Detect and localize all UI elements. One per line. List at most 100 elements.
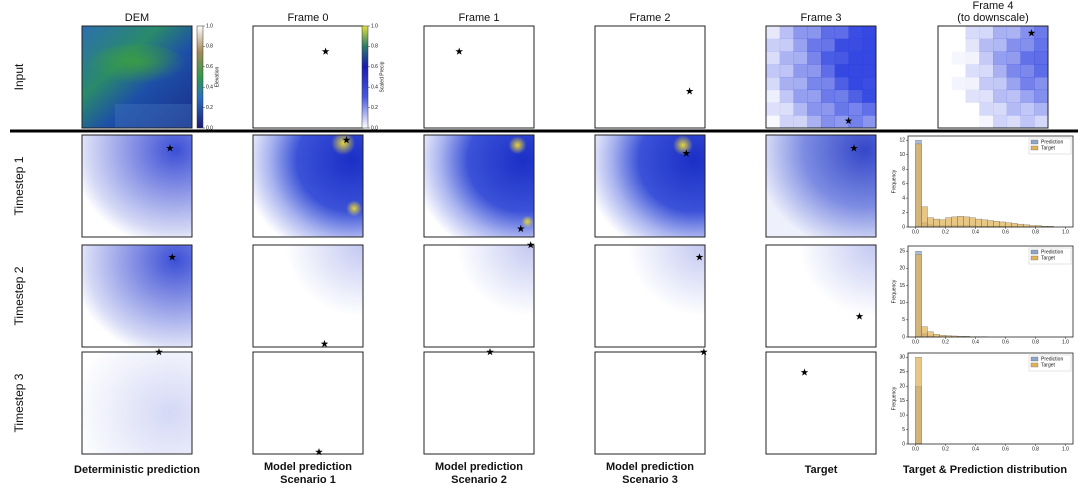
- pixel-block: [1006, 38, 1021, 52]
- footer-label: Model prediction: [435, 461, 523, 473]
- pixel-block: [979, 51, 994, 65]
- pixel-block: [779, 26, 794, 40]
- pixel-block: [821, 64, 836, 78]
- pixel-block: [965, 89, 980, 103]
- colorbar-tick-label: 1.0: [371, 23, 378, 29]
- column-title: Frame 4: [973, 0, 1014, 12]
- pixel-block: [1020, 64, 1035, 78]
- pixel-block: [766, 26, 781, 40]
- legend-label: Target: [1041, 362, 1056, 368]
- panel-frame: [81, 134, 193, 238]
- pixel-block: [1006, 51, 1021, 65]
- y-tick-label: 12: [899, 138, 905, 144]
- y-tick-label: 6: [902, 181, 905, 187]
- colorbar-tick-label: 0.8: [371, 44, 378, 50]
- pixel-block: [1034, 64, 1049, 78]
- panel-frame: [765, 25, 877, 129]
- colorbar-tick-label: 0.0: [206, 125, 213, 131]
- colorbar: [361, 25, 369, 129]
- y-axis-label: Frequency: [891, 279, 897, 303]
- star-marker: [315, 448, 323, 456]
- y-tick-label: 10: [899, 412, 905, 418]
- pixel-block: [1020, 38, 1035, 52]
- colorbar-tick-label: 0.6: [371, 64, 378, 70]
- image-panel: [765, 244, 877, 348]
- image-panel: [252, 351, 364, 455]
- pixel-block: [951, 77, 966, 91]
- panel-image: [424, 352, 534, 454]
- image-panel: [81, 25, 193, 129]
- pixel-block: [965, 64, 980, 78]
- pixel-block: [807, 102, 822, 116]
- colorbar: [196, 25, 204, 129]
- pixel-block: [993, 89, 1008, 103]
- column-title: (to downscale): [957, 12, 1029, 24]
- panel-frame: [423, 351, 535, 455]
- histogram-bar: [915, 254, 922, 338]
- pixel-block: [766, 115, 780, 128]
- legend-swatch: [1030, 145, 1039, 151]
- pixel-block: [848, 102, 863, 116]
- footer-label: Model prediction: [264, 461, 352, 473]
- x-tick-label: 0.2: [942, 446, 949, 452]
- y-tick-label: 2: [902, 210, 905, 216]
- pixel-block: [793, 64, 808, 78]
- pixel-block: [1034, 102, 1049, 116]
- pixel-block: [862, 115, 877, 129]
- plot-frame: [907, 135, 1074, 228]
- x-tick-label: 1.0: [1062, 229, 1069, 235]
- x-tick-label: 0.0: [912, 339, 919, 345]
- histogram-bar: [927, 331, 934, 338]
- pixel-block: [848, 26, 863, 40]
- pixel-block: [793, 26, 808, 40]
- pixel-block: [993, 26, 1008, 40]
- pixel-block: [779, 89, 794, 103]
- histogram-bar: [945, 217, 952, 228]
- pixel-block: [793, 38, 808, 52]
- pixel-block: [1020, 77, 1035, 91]
- colorbar-tick-label: 0.4: [371, 85, 378, 91]
- pixel-block: [862, 26, 877, 40]
- pixel-block: [821, 26, 836, 40]
- x-tick-label: 0.6: [1002, 229, 1009, 235]
- panel-image: [766, 135, 876, 237]
- pixel-block: [848, 77, 863, 91]
- panel-image: [766, 352, 876, 454]
- legend-box: [1028, 354, 1072, 372]
- colorbar-tick-label: 1.0: [206, 23, 213, 29]
- footer-label: Target: [805, 464, 838, 476]
- highlight: [521, 215, 534, 228]
- image-panel: [252, 244, 364, 348]
- pixel-block: [1006, 102, 1021, 116]
- dem-shade: [115, 104, 192, 128]
- y-tick-label: 15: [899, 398, 905, 404]
- legend-swatch: [1030, 249, 1039, 255]
- pixel-block: [834, 115, 849, 129]
- star-marker: [166, 144, 174, 152]
- pixel-block: [848, 115, 863, 129]
- y-tick-label: 0: [902, 334, 905, 340]
- pixel-block: [1020, 102, 1035, 116]
- highlight: [673, 135, 693, 156]
- colorbar-tick-label: 0.6: [206, 64, 213, 70]
- pixel-block: [807, 51, 822, 65]
- star-marker: [486, 348, 494, 356]
- column-title: Frame 1: [459, 12, 500, 24]
- pixel-block: [821, 102, 836, 116]
- histogram-bar: [1017, 223, 1024, 228]
- row-label: Input: [12, 63, 26, 90]
- histogram-bar: [915, 357, 922, 445]
- pixel-block: [1020, 51, 1035, 65]
- panel-image: [253, 26, 363, 128]
- pixel-block: [793, 89, 808, 103]
- y-axis-label: Frequency: [891, 386, 897, 410]
- histogram-bar: [993, 221, 1000, 228]
- pixel-block: [848, 89, 863, 103]
- pixel-block: [766, 38, 781, 52]
- pixel-block: [993, 77, 1008, 91]
- pixel-block: [848, 64, 863, 78]
- panel-frame: [252, 351, 364, 455]
- pixel-block: [965, 51, 980, 65]
